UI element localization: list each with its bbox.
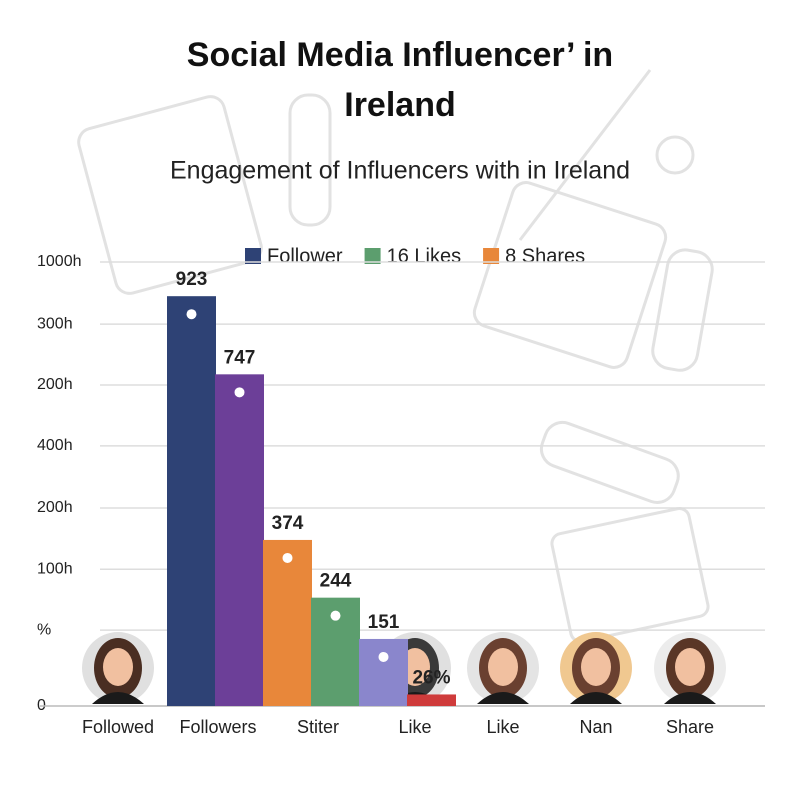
bar: [407, 694, 456, 706]
avatar-body: [570, 692, 622, 704]
y-tick-label: 1000h: [37, 253, 82, 270]
bar-dot: [426, 707, 437, 718]
y-tick-label: 100h: [37, 560, 73, 577]
avatar-face: [488, 648, 518, 686]
y-tick-label: 200h: [37, 499, 73, 516]
background-sketch: [77, 69, 714, 643]
x-tick-label: Like: [398, 717, 431, 737]
chart-title: Social Media Influencer’ in Ireland: [186, 36, 614, 124]
legend-label: Follower: [267, 245, 343, 267]
data-label: 923: [176, 269, 208, 290]
avatar-body: [92, 692, 144, 704]
legend-swatch: [245, 248, 261, 264]
x-tick-label: Stiter: [297, 717, 339, 737]
avatar-face: [103, 648, 133, 686]
x-tick-label: Like: [486, 717, 519, 737]
data-label: 747: [224, 347, 256, 368]
bar-dot: [282, 552, 293, 563]
legend-swatch: [483, 248, 500, 264]
x-tick-label: Followers: [179, 717, 256, 737]
x-tick-label: Followed: [82, 717, 154, 737]
data-label: 374: [272, 513, 304, 534]
data-label: 244: [320, 571, 352, 592]
bar: [263, 539, 312, 706]
avatar-face: [675, 648, 705, 686]
y-tick-label: %: [37, 621, 51, 638]
data-label: 26%: [412, 667, 450, 688]
chart-subtitle: Engagement of Influencers with in Irelan…: [170, 157, 630, 185]
y-tick-label: 300h: [37, 315, 73, 332]
legend-label: 16 Likes: [387, 245, 462, 267]
y-tick-label: 400h: [37, 437, 73, 454]
data-label: 151: [368, 612, 400, 633]
legend-swatch: [364, 248, 381, 264]
bar: [167, 296, 216, 706]
x-tick-label: Share: [666, 717, 714, 737]
x-tick-label: Nan: [579, 717, 612, 737]
bar-dot: [234, 387, 245, 398]
legend: Follower 16 Likes 8 Shares: [245, 245, 585, 267]
bar: [359, 638, 408, 706]
avatar-body: [664, 692, 716, 704]
y-tick-label: 200h: [37, 376, 73, 393]
avatar-face: [581, 648, 611, 686]
bar-dot: [330, 610, 341, 621]
avatar-body: [477, 692, 529, 704]
bar-dot: [378, 651, 389, 662]
bar-dot: [186, 309, 197, 320]
legend-label: 8 Shares: [505, 245, 585, 267]
bar: [215, 374, 264, 706]
